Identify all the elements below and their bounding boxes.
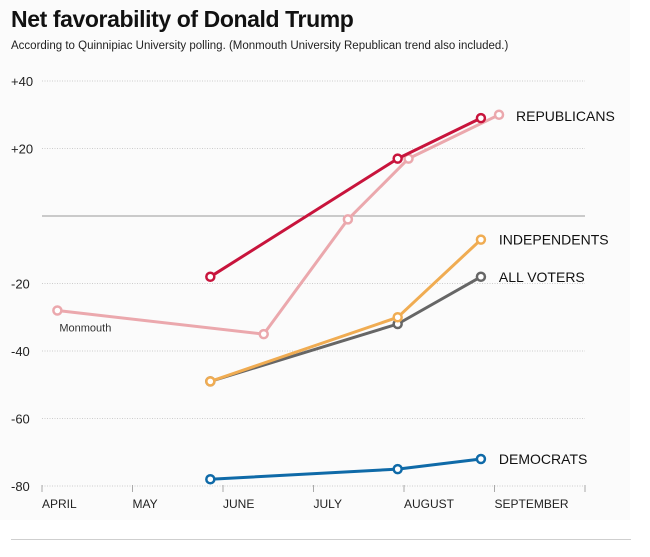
series-label-all-voters: ALL VOTERS: [499, 269, 585, 285]
data-point-monmouth-republicans: [258, 328, 269, 340]
x-axis: APRIL MAY JUNE JULY AUGUST SEPTEMBER: [41, 485, 586, 511]
x-tick-label: AUGUST: [404, 497, 455, 511]
series-label-republicans: REPUBLICANS: [516, 108, 615, 124]
data-point-democrats: [475, 453, 487, 465]
data-point-all-voters: [475, 271, 487, 282]
chart-title: Net favorability of Donald Trump: [11, 6, 354, 32]
data-point-independents: [205, 376, 216, 387]
data-point-democrats: [392, 463, 403, 475]
y-tick-label: +20: [11, 142, 33, 157]
data-point-independents: [392, 312, 403, 323]
y-tick-label: -60: [11, 412, 30, 427]
data-point-republicans: [475, 112, 487, 124]
series-line-monmouth-republicans: [57, 113, 500, 336]
y-tick-label: -40: [11, 344, 30, 359]
x-tick-label: SEPTEMBER: [495, 497, 569, 511]
x-tick-label: MAY: [133, 497, 158, 511]
y-tick-label: -80: [11, 479, 30, 494]
series-labels: Monmouth REPUBLICANS ALL VOTERS INDEPENDENT…: [59, 108, 614, 467]
y-tick-label: +40: [11, 74, 33, 89]
series-line-independents: [209, 238, 482, 383]
chart-panel: [0, 0, 630, 520]
x-tick-label: JULY: [314, 497, 342, 511]
series-label-democrats: DEMOCRATS: [499, 451, 587, 467]
series-line-democrats: [210, 457, 482, 481]
chart-subtitle: According to Quinnipiac University polli…: [11, 40, 509, 52]
data-point-republicans: [205, 271, 216, 282]
annotation-monmouth-republicans: Monmouth: [59, 323, 111, 335]
series-line-all-voters: [209, 275, 482, 383]
data-point-monmouth-republicans: [342, 214, 354, 225]
data-point-republicans: [392, 153, 403, 164]
data-point-monmouth-republicans: [493, 109, 505, 120]
y-tick-label: -20: [11, 277, 30, 292]
series-label-independents: INDEPENDENTS: [499, 232, 609, 248]
footer-separator: [11, 539, 631, 540]
data-point-monmouth-republicans: [52, 305, 63, 316]
x-tick-label: APRIL: [42, 497, 77, 511]
series-group: [52, 109, 505, 485]
data-point-democrats: [205, 474, 216, 485]
x-tick-label: JUNE: [223, 497, 254, 511]
y-axis: +40 +20 -20 -40 -60 -80: [11, 74, 33, 494]
data-point-independents: [475, 234, 487, 245]
